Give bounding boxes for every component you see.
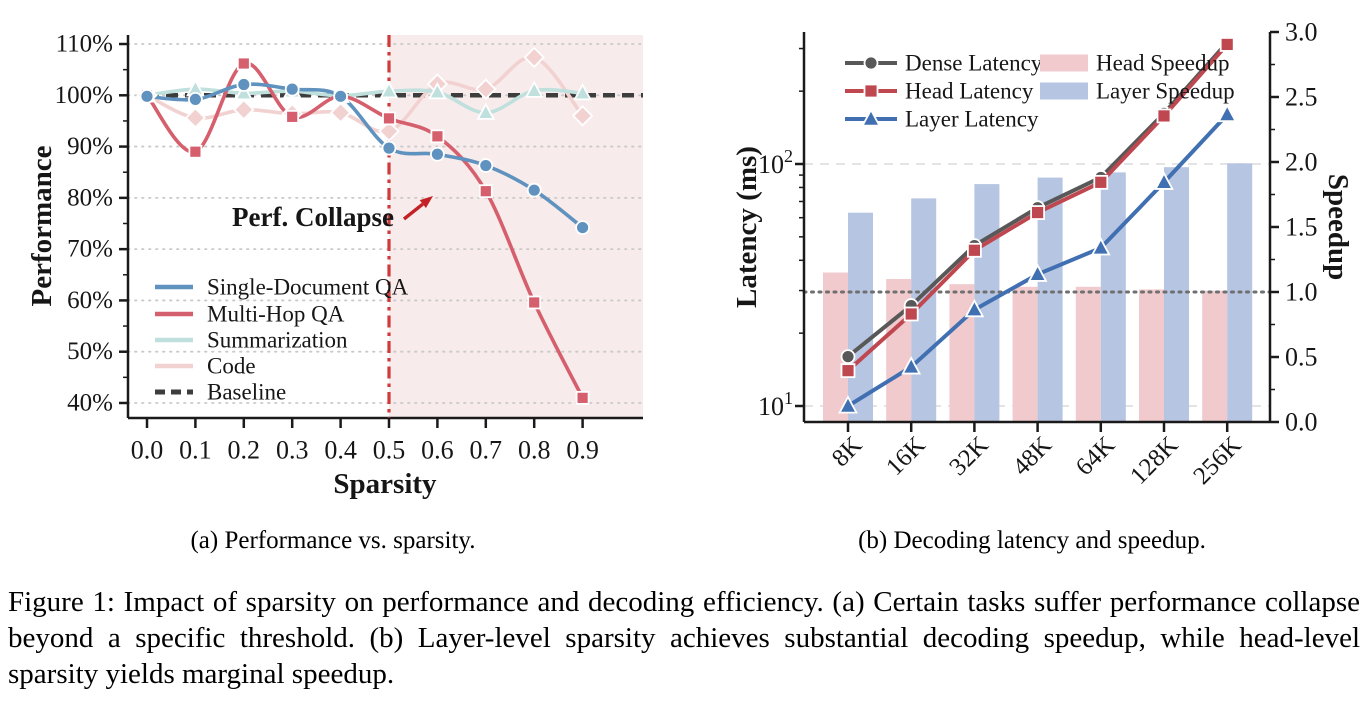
context-length-label: 256K	[1188, 431, 1246, 489]
x-tick-label: 0.1	[179, 436, 212, 465]
chart-b: 101 102 8K 16K 32K 48K 64K 128K 256K 0.0 0.5 1.0 1.5…	[731, 18, 1354, 490]
context-length-label: 64K	[1071, 431, 1121, 481]
x-tick-label: 0.6	[421, 436, 454, 465]
series-line-code	[145, 55, 585, 134]
x-tick-label: 0.4	[324, 436, 357, 465]
speedup-tick-label: 2.0	[1285, 148, 1318, 177]
speedup-tick-label: 0.5	[1285, 343, 1318, 372]
chart-a: 110% 100% 90% 80% 70% 60% 50% 40% 0.0 0.1 0.2 0.3 0.…	[26, 31, 644, 500]
legend-label: Layer Speedup	[1096, 79, 1235, 104]
x-tick-label: 0.0	[131, 436, 164, 465]
speedup-tick-label: 2.5	[1285, 83, 1318, 112]
x-tick-label: 0.9	[566, 436, 599, 465]
y-tick-label: 90%	[67, 133, 113, 160]
x-tick-label: 0.5	[373, 436, 406, 465]
series-line-multi-hop-qa	[145, 61, 585, 400]
speedup-tick-label: 1.0	[1285, 278, 1318, 307]
context-length-label: 16K	[881, 431, 931, 481]
context-length-label: 8K	[827, 431, 868, 472]
y-tick-label: 70%	[67, 236, 113, 263]
series-line-single-document-qa	[145, 82, 585, 230]
legend-label: Baseline	[207, 380, 286, 405]
x-tick-label: 0.3	[276, 436, 309, 465]
legend-label: Head Speedup	[1096, 51, 1230, 76]
x-tick-label: 0.7	[470, 436, 503, 465]
legend-b: Dense Latency Head Latency Layer Latency He…	[845, 51, 1235, 132]
legend-label: Single-Document QA	[207, 275, 409, 300]
speedup-tick-label: 1.5	[1285, 213, 1318, 242]
x-tick-label: 0.8	[518, 436, 551, 465]
figure-charts: 110% 100% 90% 80% 70% 60% 50% 40% 0.0 0.1 0.2 0.3 0.…	[26, 18, 1354, 501]
legend-label: Dense Latency	[905, 51, 1043, 76]
head-speedup-bar	[1012, 286, 1038, 422]
layer-speedup-bar	[848, 212, 873, 422]
legend-label: Summarization	[207, 328, 348, 353]
head-speedup-bar	[823, 272, 848, 422]
legend-label: Head Latency	[905, 79, 1034, 104]
y-tick-label: 60%	[67, 287, 113, 314]
legend-label: Code	[207, 354, 256, 379]
subcaption-a: (a) Performance vs. sparsity.	[190, 527, 476, 554]
y-tick-label: 50%	[67, 338, 113, 365]
speedup-axis-title: Speedup	[1322, 174, 1354, 280]
head-speedup-bar	[949, 284, 975, 422]
legend-label: Multi-Hop QA	[207, 302, 345, 327]
x-axis-title: Sparsity	[333, 468, 437, 500]
context-length-label: 32K	[944, 431, 994, 481]
layer-speedup-bar	[1100, 172, 1126, 422]
context-length-label: 48K	[1008, 431, 1058, 481]
head-speedup-bar	[1202, 290, 1228, 422]
perf-collapse-annotation: Perf. Collapse	[232, 202, 394, 232]
layer-speedup-bar	[1164, 167, 1189, 422]
y-tick-label: 40%	[67, 389, 113, 416]
context-length-label: 128K	[1125, 431, 1183, 489]
y-axis-title: Performance	[26, 145, 58, 306]
y-tick-label: 100%	[55, 82, 113, 109]
figure-caption: Figure 1: Impact of sparsity on performa…	[8, 586, 1360, 690]
head-speedup-bar	[1075, 286, 1101, 422]
legend-label: Layer Latency	[905, 107, 1039, 132]
latency-tick-label: 102	[758, 146, 793, 179]
y-tick-label: 80%	[67, 184, 113, 211]
annotation-arrow	[419, 196, 433, 208]
speedup-tick-label: 0.0	[1285, 408, 1318, 437]
y-tick-label: 110%	[56, 31, 113, 58]
latency-axis-title: Latency (ms)	[731, 146, 763, 308]
subcaption-b: (b) Decoding latency and speedup.	[858, 527, 1206, 554]
latency-tick-label: 101	[758, 388, 793, 421]
speedup-tick-label: 3.0	[1285, 18, 1318, 47]
head-speedup-bar	[1139, 289, 1164, 422]
x-tick-label: 0.2	[228, 436, 261, 465]
